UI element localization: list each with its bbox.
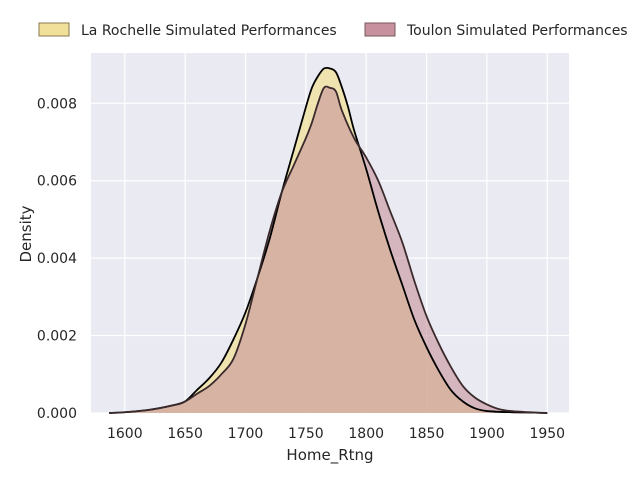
y-tick-label: 0.000 — [37, 406, 77, 422]
y-tick-label: 0.004 — [37, 251, 77, 267]
legend-swatch-la-rochelle — [38, 22, 70, 37]
y-axis: 0.000 0.002 0.004 0.006 0.008 — [37, 96, 77, 422]
x-tick-label: 1800 — [348, 426, 384, 442]
x-tick-label: 1950 — [529, 426, 565, 442]
density-line-la-rochelle — [109, 66, 548, 414]
y-tick-label: 0.008 — [37, 96, 77, 112]
x-tick-label: 1850 — [409, 426, 445, 442]
y-tick-label: 0.006 — [37, 174, 77, 190]
x-tick-label: 1600 — [107, 426, 143, 442]
y-tick-label: 0.002 — [37, 329, 77, 345]
density-area-toulon — [109, 86, 548, 413]
legend-swatch-toulon — [364, 22, 396, 37]
x-tick-label: 1700 — [228, 426, 264, 442]
legend-label-la-rochelle: La Rochelle Simulated Performances — [81, 23, 337, 39]
x-tick-label: 1650 — [167, 426, 203, 442]
legend: La Rochelle Simulated Performances Toulo… — [38, 22, 628, 39]
x-axis-label: Home_Rtng — [286, 446, 373, 465]
density-lines — [109, 66, 548, 414]
x-tick-label: 1750 — [288, 426, 324, 442]
legend-label-toulon: Toulon Simulated Performances — [406, 23, 628, 39]
y-axis-label: Density — [17, 205, 35, 262]
x-axis: 1600 1650 1700 1750 1800 1850 1900 1950 — [107, 426, 565, 442]
x-tick-label: 1900 — [469, 426, 505, 442]
density-line-toulon — [109, 85, 548, 414]
density-areas — [109, 66, 548, 414]
